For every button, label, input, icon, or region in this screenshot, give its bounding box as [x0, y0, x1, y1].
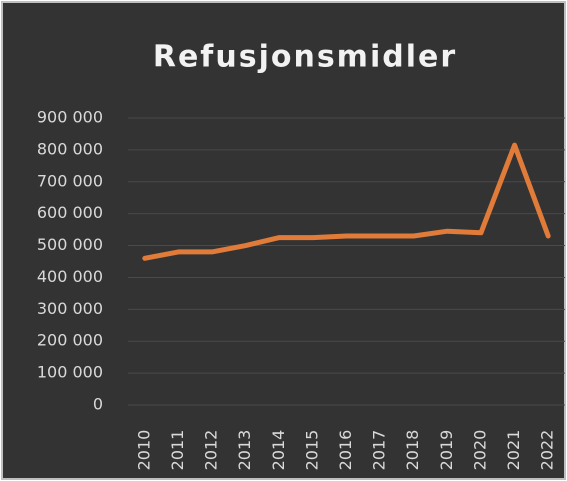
y-tick-label: 300 000	[37, 299, 103, 318]
y-tick-label: 400 000	[37, 267, 103, 286]
x-tick-label: 2013	[235, 430, 254, 471]
y-tick-label: 200 000	[37, 331, 103, 350]
y-tick-label: 500 000	[37, 235, 103, 254]
x-tick-label: 2022	[538, 430, 557, 471]
chart-title: Refusjonsmidler	[153, 40, 457, 75]
x-tick-label: 2019	[437, 430, 456, 471]
y-tick-label: 100 000	[37, 363, 103, 382]
data-line	[142, 142, 551, 261]
x-tick-label: 2018	[403, 430, 422, 471]
x-tick-label: 2020	[470, 430, 489, 471]
x-tick-label: 2015	[302, 430, 321, 471]
x-tick-label: 2016	[336, 430, 355, 471]
x-tick-label: 2012	[202, 430, 221, 471]
y-tick-label: 700 000	[37, 171, 103, 190]
x-tick-label: 2017	[370, 430, 389, 471]
y-tick-label: 800 000	[37, 139, 103, 158]
y-tick-label: 0	[93, 395, 103, 414]
x-tick-label: 2010	[134, 430, 153, 471]
y-tick-label: 900 000	[37, 108, 103, 127]
x-tick-label: 2014	[269, 430, 288, 471]
x-tick-label: 2011	[168, 430, 187, 471]
y-tick-label: 600 000	[37, 203, 103, 222]
x-tick-label: 2021	[504, 430, 523, 471]
